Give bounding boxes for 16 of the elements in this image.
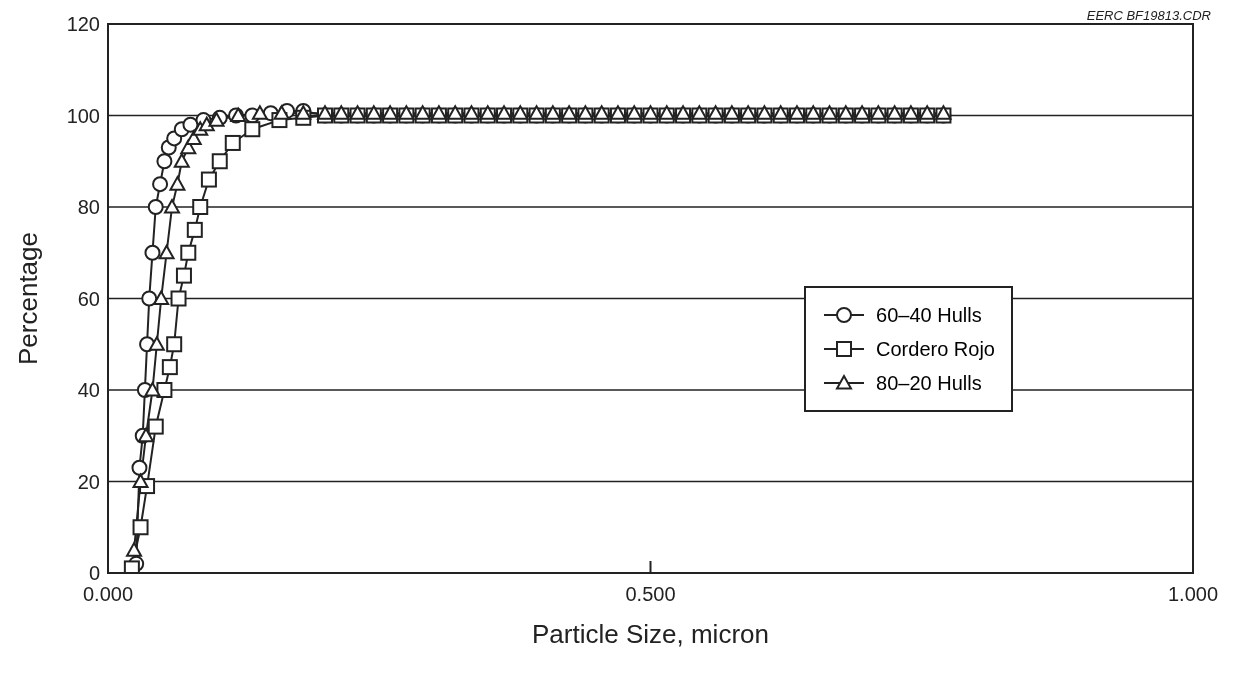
y-tick-label: 100 bbox=[66, 104, 100, 127]
x-tick-label: 0.500 bbox=[625, 583, 676, 606]
x-tick-label: 0.000 bbox=[82, 583, 134, 606]
y-tick-label: 120 bbox=[66, 13, 100, 36]
y-tick-label: 80 bbox=[77, 196, 100, 219]
y-tick-label: 40 bbox=[77, 379, 100, 402]
x-tick-label: 1.000 bbox=[1167, 583, 1219, 606]
legend-label: Cordero Rojo bbox=[876, 337, 995, 361]
y-tick-label: 20 bbox=[77, 470, 100, 493]
legend-label: 80–20 Hulls bbox=[876, 371, 982, 395]
text: EERC BF19813.CDR bbox=[1086, 8, 1211, 23]
y-tick-label: 0 bbox=[88, 562, 100, 585]
legend-label: 60–40 Hulls bbox=[876, 303, 982, 327]
x-axis-title: Particle Size, micron bbox=[532, 619, 769, 649]
y-axis-title: Percentage bbox=[13, 232, 44, 365]
y-tick-label: 60 bbox=[77, 287, 100, 310]
